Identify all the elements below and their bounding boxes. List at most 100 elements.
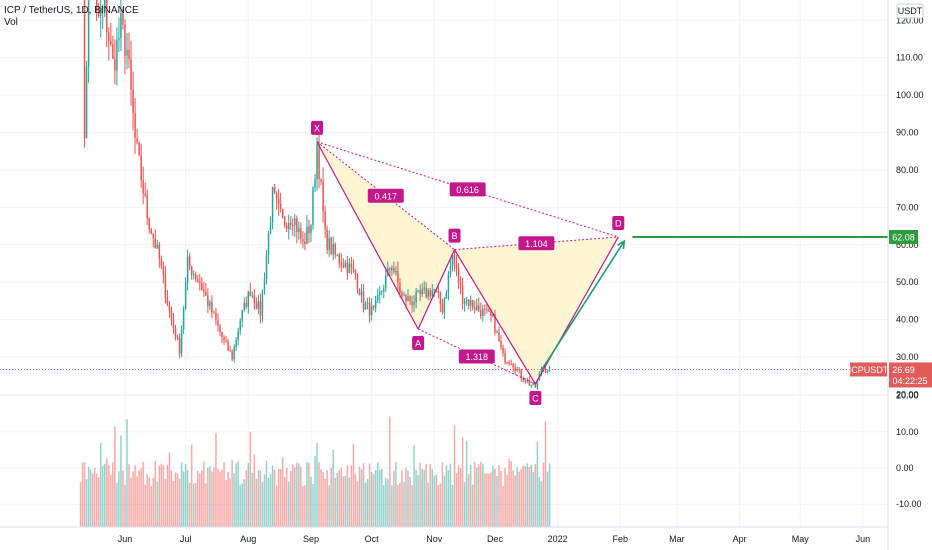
candle-body	[469, 300, 472, 306]
volume-bar	[364, 482, 367, 527]
volume-bar	[530, 464, 533, 527]
volume-bar	[354, 473, 357, 527]
volume-bar	[405, 467, 407, 527]
candle-body	[235, 339, 237, 347]
volume-bar	[368, 463, 371, 527]
candle-body	[271, 186, 274, 223]
harmonic-pattern-fill	[317, 141, 619, 385]
candle-body	[437, 290, 440, 293]
candle-body	[320, 179, 322, 182]
candle-body	[397, 271, 399, 283]
pattern-point-c[interactable]: C	[529, 391, 542, 406]
candle-body	[348, 263, 351, 274]
candle-body	[427, 289, 429, 297]
volume-indicator-label[interactable]: Vol	[4, 17, 18, 28]
volume-bar	[186, 469, 189, 527]
volume-bar	[277, 469, 280, 527]
candle-body	[215, 312, 217, 321]
volume-bar	[120, 435, 122, 527]
volume-bar	[116, 482, 118, 527]
volume-bar	[385, 477, 387, 527]
candle-body	[330, 237, 332, 255]
pattern-point-d[interactable]: D	[612, 215, 625, 230]
price-axis[interactable]: 20.00 30.00 40.00 50.00 60.00 70.00 80.00 90.00…	[896, 15, 924, 399]
currency-badge-text: USDT	[898, 6, 923, 16]
volume-bar	[510, 461, 512, 527]
candle-body	[233, 346, 235, 360]
volume-bar	[95, 473, 98, 527]
pattern-point-a[interactable]: A	[412, 336, 425, 351]
volume-bar	[168, 452, 171, 527]
volume-bar	[132, 471, 134, 527]
currency-badge[interactable]: USDT	[896, 3, 924, 19]
volume-bar	[447, 470, 450, 527]
candle-body	[380, 290, 383, 292]
volume-bar	[166, 464, 169, 527]
candle-body	[221, 331, 223, 338]
candle-body	[205, 291, 207, 296]
candle-body	[546, 371, 549, 373]
volume-bar	[336, 473, 339, 527]
volume-bar	[190, 444, 193, 527]
candle-body	[530, 384, 533, 386]
volume-bar	[391, 485, 393, 527]
volume-bar	[174, 472, 177, 527]
candle-body	[136, 137, 138, 143]
symbol-title[interactable]: ICP / TetherUS, 1D, BINANCE	[4, 5, 139, 16]
volume-bar	[465, 440, 468, 527]
volume-bar	[128, 464, 130, 527]
volume-bar	[393, 470, 395, 527]
time-axis[interactable]: Jun Jul Aug Sep Oct Nov Dec 2022 Feb Mar Apr May Jun	[118, 534, 870, 544]
candle-body	[227, 341, 229, 351]
candle-body	[290, 222, 292, 225]
candle-body	[471, 300, 474, 308]
candle-body	[306, 226, 308, 245]
volume-bar	[326, 470, 328, 527]
candle-body	[229, 350, 231, 352]
candle-body	[180, 329, 183, 354]
candle-body	[354, 269, 357, 275]
volume-bar	[239, 484, 241, 527]
volume-bar	[534, 464, 537, 527]
candle-body	[279, 203, 282, 209]
volume-bar	[172, 480, 175, 527]
candle-body	[372, 305, 375, 308]
candle-body	[281, 208, 284, 218]
candle-body	[114, 58, 116, 71]
candle-body	[294, 218, 296, 226]
volume-bar	[453, 425, 456, 527]
volume-bar	[441, 462, 444, 527]
volume-bar	[374, 469, 377, 527]
volume-bar	[130, 477, 132, 527]
candle-body	[439, 292, 442, 304]
candle-body	[423, 287, 425, 290]
volume-bar	[97, 477, 100, 527]
volume-bar	[358, 466, 361, 527]
volume-bar	[205, 483, 207, 527]
pattern-point-label: A	[415, 339, 421, 349]
volume-bar	[85, 479, 88, 527]
candle-body	[150, 229, 153, 234]
volume-bar	[342, 476, 345, 527]
time-tick-label: Mar	[669, 534, 685, 544]
volume-bar	[287, 481, 290, 527]
price-tick-label: 100.00	[896, 90, 924, 100]
volume-bar	[403, 481, 405, 527]
pattern-point-x[interactable]: X	[311, 120, 324, 135]
pattern-triangle-xab	[317, 141, 455, 330]
time-tick-label: Nov	[426, 534, 443, 544]
volume-bar	[227, 471, 229, 527]
volume-bar	[320, 469, 322, 527]
candle-body	[122, 12, 124, 25]
candle-body	[447, 274, 450, 293]
candle-body	[213, 312, 215, 314]
volume-bar	[207, 467, 209, 527]
pattern-point-b[interactable]: B	[448, 228, 461, 243]
candle-body	[162, 266, 165, 276]
volume-bar	[431, 469, 434, 527]
candle-body	[247, 291, 250, 307]
volume-bar	[399, 482, 401, 527]
volume-bar	[221, 469, 223, 527]
volume-bar	[296, 462, 298, 527]
